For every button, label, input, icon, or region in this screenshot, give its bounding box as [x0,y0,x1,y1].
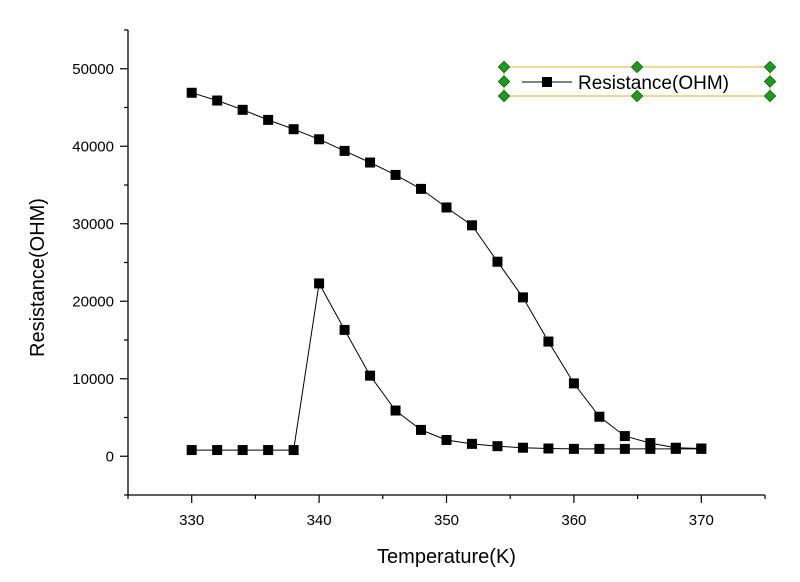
data-point-marker [212,95,223,106]
data-point-marker [466,220,477,231]
data-point-marker [543,443,554,454]
x-tick-label: 360 [561,512,586,529]
data-point-marker [212,445,223,456]
data-point-marker [696,443,707,454]
y-axis-ticks: 0 10000 20000 30000 40000 50000 [72,29,128,496]
data-point-marker [390,169,401,180]
data-point-marker [645,443,656,454]
data-point-marker [186,87,197,98]
data-point-marker [441,434,452,445]
data-point-marker [314,134,325,145]
resize-handle[interactable] [630,60,644,74]
x-tick-label: 330 [179,512,204,529]
series-line [191,281,702,451]
series-1 [186,278,707,456]
data-point-marker [441,202,452,213]
data-point-marker [339,145,350,156]
plot-frame [127,30,765,496]
resize-handle[interactable] [497,89,511,103]
resize-handle[interactable] [497,75,511,88]
series-layer [186,87,707,456]
resize-handle[interactable] [763,89,777,103]
data-point-marker [568,378,579,389]
x-axis-title: Temperature(K) [377,546,516,568]
data-point-marker [645,438,656,449]
series-2 [186,87,707,454]
data-point-marker [263,114,274,125]
data-point-marker [517,292,528,303]
data-point-marker [568,443,579,454]
data-point-marker [416,424,427,435]
resize-handle[interactable] [630,89,644,103]
data-point-marker [416,183,427,194]
y-tick-label: 0 [106,448,114,465]
data-point-marker [314,278,325,289]
y-tick-label: 50000 [72,61,114,78]
data-point-marker [339,324,350,335]
data-point-marker [365,157,376,168]
x-tick-label: 350 [434,512,459,529]
legend-resize-handles[interactable] [497,60,777,103]
x-tick-label: 340 [307,512,332,529]
y-tick-label: 20000 [72,293,114,310]
data-point-marker [288,445,299,456]
y-tick-label: 30000 [72,216,114,233]
y-axis-title: Resistance(OHM) [27,198,49,357]
data-point-marker [186,445,197,456]
resize-handle[interactable] [763,60,777,74]
y-tick-label: 40000 [72,138,114,155]
data-point-marker [543,336,554,347]
data-point-marker [237,104,248,115]
data-point-marker [594,443,605,454]
data-point-marker [619,431,630,442]
data-point-marker [263,445,274,456]
resize-handle[interactable] [497,60,511,74]
data-point-marker [237,445,248,456]
legend[interactable]: Resistance(OHM) [497,60,777,103]
resize-handle[interactable] [763,75,777,88]
data-point-marker [466,438,477,449]
data-point-marker [365,370,376,381]
data-point-marker [492,441,503,452]
data-point-marker [288,124,299,135]
data-point-marker [619,443,630,454]
data-point-marker [492,256,503,267]
x-axis-ticks: 330 340 350 360 370 [127,495,766,529]
data-point-marker [390,405,401,416]
data-point-marker [517,442,528,453]
y-tick-label: 10000 [72,371,114,388]
data-point-marker [670,442,681,453]
legend-label: Resistance(OHM) [578,73,729,94]
series-line [191,92,702,449]
x-tick-label: 370 [689,512,714,529]
legend-square-marker [542,77,552,87]
data-point-marker [594,411,605,422]
